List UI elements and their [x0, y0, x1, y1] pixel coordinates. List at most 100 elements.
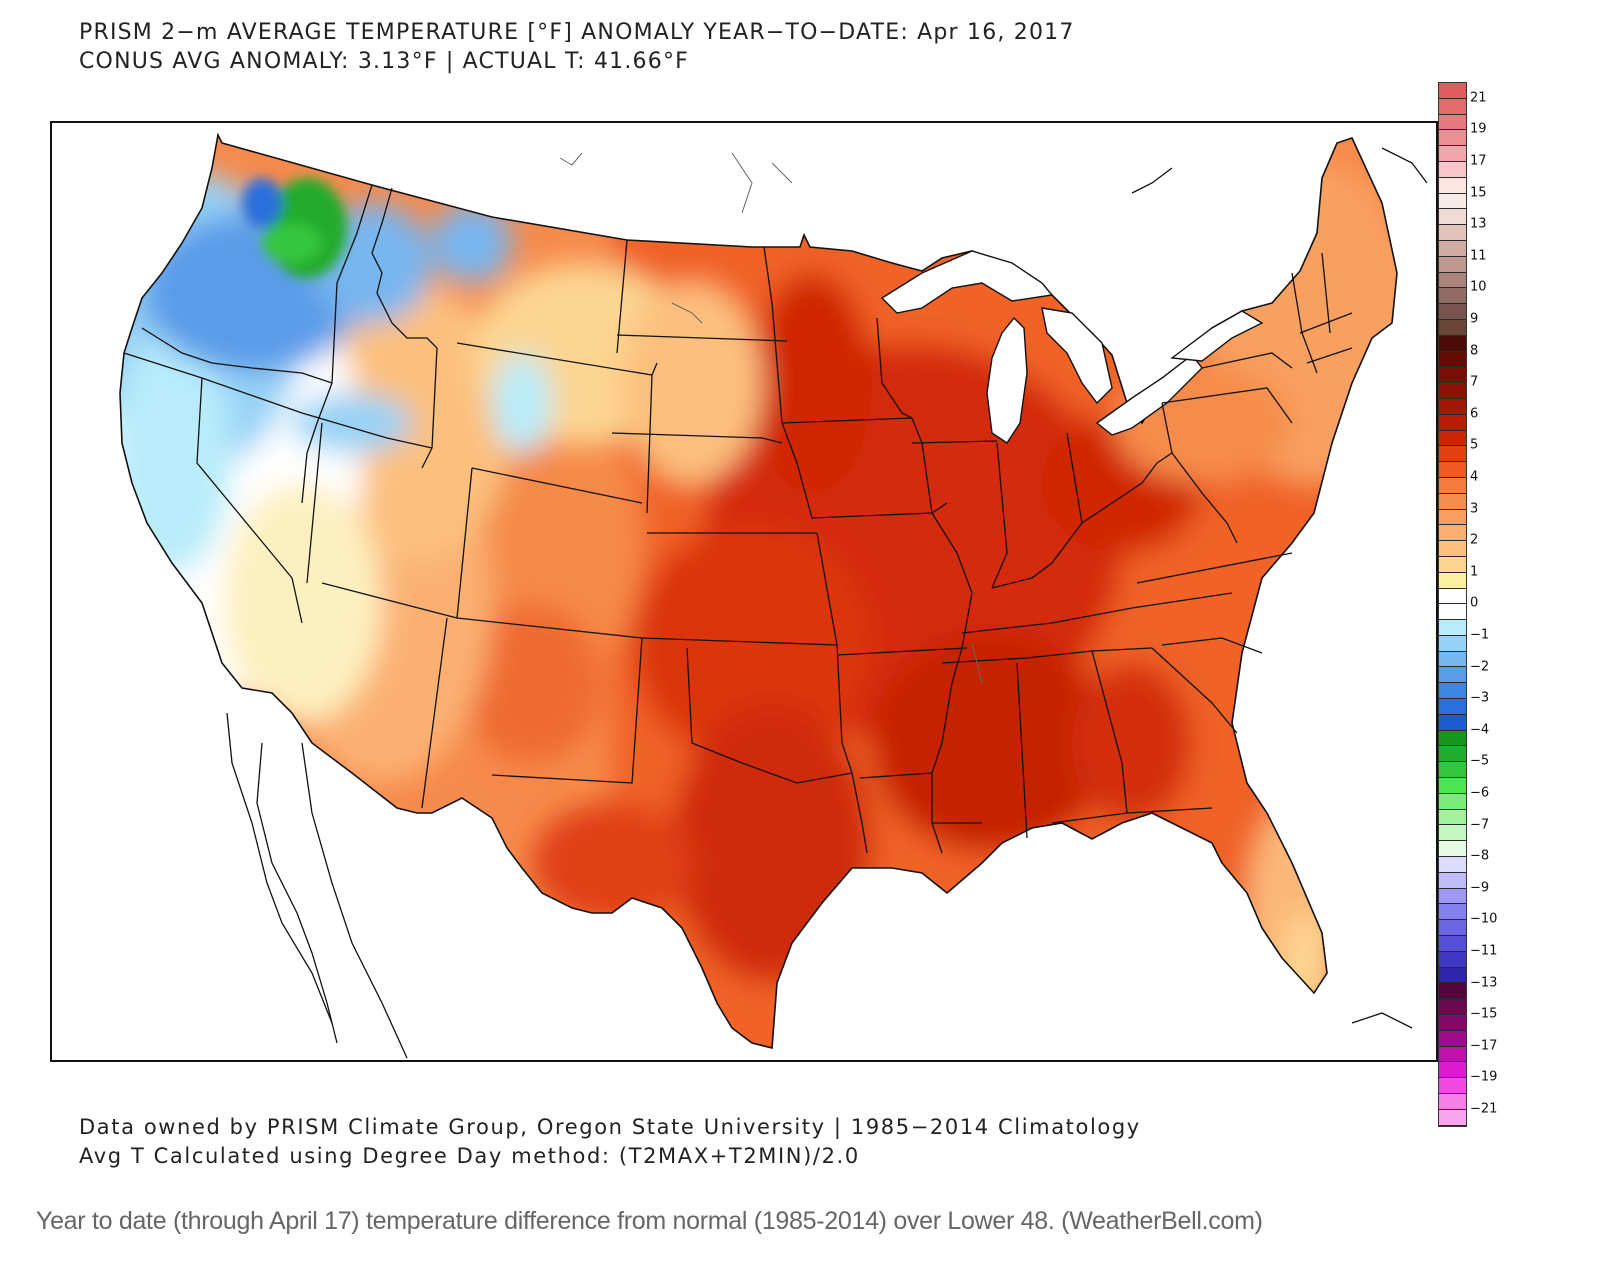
- color-swatch: [1439, 240, 1466, 257]
- color-scale-tick-label: 1: [1470, 564, 1479, 580]
- color-swatch: [1439, 288, 1466, 305]
- color-scale-tick-label: −6: [1470, 785, 1490, 801]
- color-scale-tick-label: 0: [1470, 595, 1479, 611]
- color-swatch: [1439, 193, 1466, 210]
- color-scale-tick-label: −4: [1470, 722, 1490, 738]
- color-swatch: [1439, 304, 1466, 320]
- color-swatch: [1439, 825, 1466, 842]
- chart-subtitle: CONUS AVG ANOMALY: 3.13°F | ACTUAL T: 41…: [79, 49, 690, 74]
- color-swatch: [1439, 414, 1466, 431]
- color-scale-tick-label: −11: [1470, 943, 1498, 959]
- color-scale-tick-label: 19: [1470, 121, 1487, 137]
- attribution-line-2: Avg T Calculated using Degree Day method…: [79, 1144, 860, 1168]
- color-swatch: [1439, 98, 1466, 115]
- color-swatch: [1439, 967, 1466, 984]
- color-scale-tick-label: 3: [1470, 501, 1479, 517]
- color-scale-tick-label: −17: [1470, 1038, 1498, 1054]
- color-scale-tick-label: 21: [1470, 90, 1487, 106]
- neighbor-coastlines: [226, 147, 1428, 1059]
- color-scale-tick-label: −1: [1470, 627, 1490, 643]
- color-swatch: [1439, 762, 1466, 779]
- attribution-line-1: Data owned by PRISM Climate Group, Orego…: [79, 1115, 1141, 1139]
- color-swatch: [1439, 683, 1466, 700]
- color-swatch: [1439, 951, 1466, 968]
- great-lakes: [880, 250, 1264, 444]
- color-scale-tick-label: 11: [1470, 248, 1487, 264]
- color-scale-tick-label: 9: [1470, 311, 1479, 327]
- color-swatch: [1439, 651, 1466, 668]
- color-swatch: [1439, 983, 1466, 1000]
- figure-caption: Year to date (through April 17) temperat…: [36, 1207, 1263, 1235]
- color-swatch: [1439, 746, 1466, 763]
- color-scale-tick-label: −13: [1470, 975, 1498, 991]
- color-scale-tick-label: −8: [1470, 848, 1490, 864]
- color-swatch: [1439, 1062, 1466, 1079]
- color-swatch: [1439, 667, 1466, 684]
- rivers-and-lakes: [559, 152, 983, 684]
- color-swatch: [1439, 477, 1466, 494]
- color-swatch: [1439, 620, 1466, 636]
- anomaly-field: [120, 135, 1397, 1048]
- color-swatch: [1439, 351, 1466, 368]
- color-swatch: [1439, 177, 1466, 194]
- color-swatch: [1439, 1030, 1466, 1047]
- color-swatch: [1439, 146, 1466, 162]
- color-swatch: [1439, 1078, 1466, 1094]
- color-swatch: [1439, 936, 1466, 952]
- color-swatch: [1439, 114, 1466, 131]
- color-scale-tick-label: −19: [1470, 1069, 1498, 1085]
- color-scale-tick-label: 8: [1470, 343, 1479, 359]
- chart-title-block: PRISM 2−m AVERAGE TEMPERATURE [°F] ANOMA…: [79, 18, 1075, 76]
- state-borders: [123, 184, 1353, 854]
- color-swatch: [1439, 556, 1466, 573]
- color-scale-tick-label: −5: [1470, 753, 1490, 769]
- color-scale-tick-label: −15: [1470, 1006, 1498, 1022]
- color-swatch: [1439, 588, 1466, 605]
- color-scale-tick-label: 6: [1470, 406, 1479, 422]
- color-scale-labels: 21 19 17 15 13 11 10 9 8 7 6 5 4 3 2 1 0 −1 −2 −3 −4 −5 −6 −7 −8…: [1470, 82, 1530, 1128]
- color-swatch: [1439, 130, 1466, 147]
- color-swatch: [1439, 83, 1466, 99]
- color-swatch: [1439, 493, 1466, 510]
- color-scale-tick-label: 2: [1470, 532, 1479, 548]
- color-scale-tick-label: 15: [1470, 185, 1487, 201]
- color-swatch: [1439, 635, 1466, 652]
- color-swatch: [1439, 335, 1466, 352]
- color-swatch: [1439, 430, 1466, 447]
- color-swatch: [1439, 367, 1466, 384]
- color-scale-tick-label: −3: [1470, 690, 1490, 706]
- color-swatch: [1439, 857, 1466, 873]
- color-scale-tick-label: 13: [1470, 216, 1487, 232]
- color-scale-tick-label: −21: [1470, 1101, 1498, 1117]
- color-scale-bar: [1438, 82, 1467, 1127]
- color-swatch: [1439, 1046, 1466, 1063]
- color-swatch: [1439, 446, 1466, 463]
- color-swatch: [1439, 572, 1466, 589]
- color-scale-tick-label: −9: [1470, 880, 1490, 896]
- color-scale-tick-label: −7: [1470, 817, 1490, 833]
- color-swatch: [1439, 809, 1466, 826]
- color-swatch: [1439, 525, 1466, 542]
- color-swatch: [1439, 730, 1466, 747]
- color-swatch: [1439, 462, 1466, 478]
- color-scale-tick-label: 10: [1470, 279, 1487, 295]
- color-swatch: [1439, 841, 1466, 858]
- color-swatch: [1439, 920, 1466, 937]
- conus-map-svg: [119, 132, 1428, 1059]
- color-swatch: [1439, 778, 1466, 794]
- color-swatch: [1439, 398, 1466, 415]
- color-scale-tick-label: 4: [1470, 469, 1479, 485]
- color-swatch: [1439, 1109, 1466, 1126]
- color-swatch: [1439, 699, 1466, 715]
- color-swatch: [1439, 383, 1466, 399]
- color-swatch: [1439, 509, 1466, 526]
- color-scale-tick-label: 7: [1470, 374, 1479, 390]
- color-swatch: [1439, 999, 1466, 1016]
- color-scale-tick-label: −2: [1470, 659, 1490, 675]
- color-swatch: [1439, 888, 1466, 905]
- color-swatch: [1439, 1015, 1466, 1031]
- color-swatch: [1439, 256, 1466, 273]
- color-swatch: [1439, 604, 1466, 621]
- anomaly-map: [50, 121, 1438, 1062]
- color-swatch: [1439, 714, 1466, 731]
